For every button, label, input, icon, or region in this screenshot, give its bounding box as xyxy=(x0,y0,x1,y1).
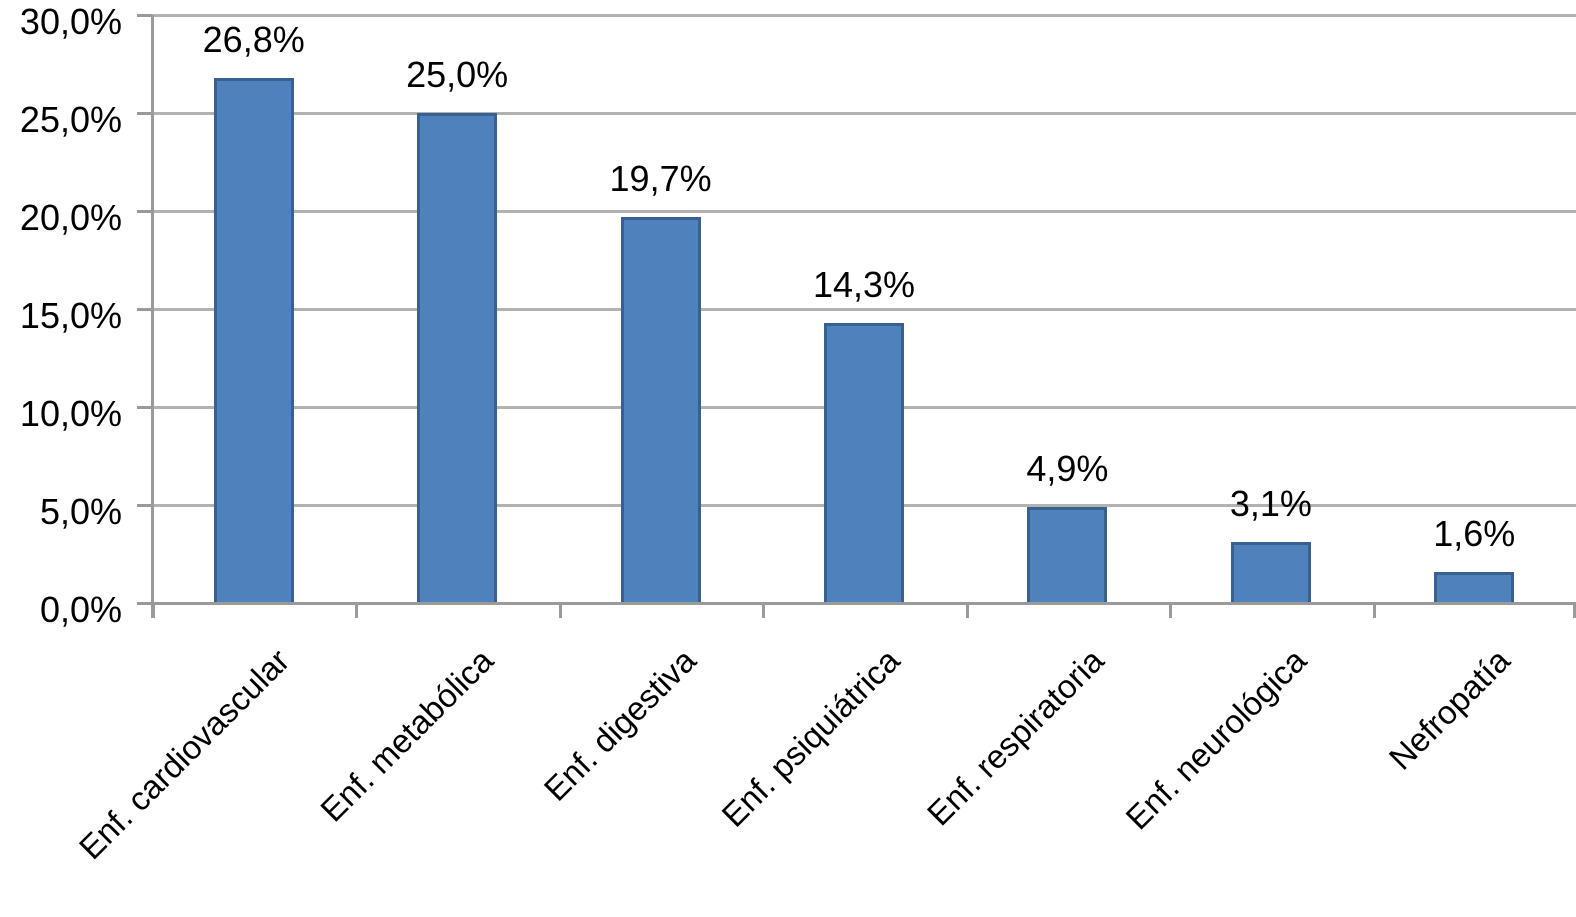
bar-value-label: 19,7% xyxy=(609,157,712,199)
bar xyxy=(824,322,904,603)
bar-value-label: 3,1% xyxy=(1229,483,1312,525)
y-axis-tick xyxy=(137,210,152,213)
bar xyxy=(1230,542,1311,603)
x-axis-category-label: Enf. digestiva xyxy=(537,641,704,808)
x-axis-tick xyxy=(1169,603,1173,618)
y-axis-tick xyxy=(137,308,152,311)
bar xyxy=(1434,571,1515,603)
y-axis-line xyxy=(151,15,154,618)
y-axis-tick-label: 10,0% xyxy=(19,393,122,434)
y-axis-tick xyxy=(137,14,152,17)
gridline xyxy=(152,308,1576,311)
y-axis-tick-label: 5,0% xyxy=(39,491,122,532)
bar-value-label: 14,3% xyxy=(812,263,916,305)
x-axis-tick xyxy=(1573,603,1576,618)
bar-value-label: 4,9% xyxy=(1026,447,1109,489)
y-axis-tick xyxy=(137,504,152,507)
x-axis-category-label: Enf. neurológica xyxy=(1118,641,1314,837)
bar-value-label: 25,0% xyxy=(406,54,509,95)
x-axis-tick xyxy=(1372,603,1376,618)
y-axis-tick xyxy=(137,406,152,409)
y-axis-tick-label: 0,0% xyxy=(39,589,122,630)
bar xyxy=(1027,506,1108,603)
bar xyxy=(213,77,294,603)
x-axis-category-label: Enf. respiratoria xyxy=(919,641,1111,833)
y-axis-tick-label: 15,0% xyxy=(19,295,122,336)
y-axis-tick-label: 30,0% xyxy=(19,1,122,42)
x-axis-category-label: Enf. psiquiátrica xyxy=(714,641,907,834)
y-axis-tick-label: 20,0% xyxy=(19,197,122,238)
x-axis-tick xyxy=(558,603,562,618)
x-axis-category-label: Enf. cardiovascular xyxy=(71,641,297,867)
x-axis-line xyxy=(137,602,1576,605)
gridline xyxy=(152,112,1576,115)
y-axis-tick-label: 25,0% xyxy=(19,99,122,140)
x-axis-tick xyxy=(762,603,766,618)
x-axis-category-label: Enf. metabólica xyxy=(312,641,500,829)
bar xyxy=(417,113,498,603)
x-axis-tick xyxy=(965,603,969,618)
x-axis-tick xyxy=(355,603,359,618)
y-axis-tick xyxy=(137,112,152,115)
bar-value-label: 26,8% xyxy=(202,18,305,60)
gridline xyxy=(152,14,1576,17)
bar xyxy=(620,216,701,603)
gridline xyxy=(152,210,1576,213)
bar-value-label: 1,6% xyxy=(1433,512,1516,554)
x-axis-category-label: Nefropatía xyxy=(1381,641,1518,777)
